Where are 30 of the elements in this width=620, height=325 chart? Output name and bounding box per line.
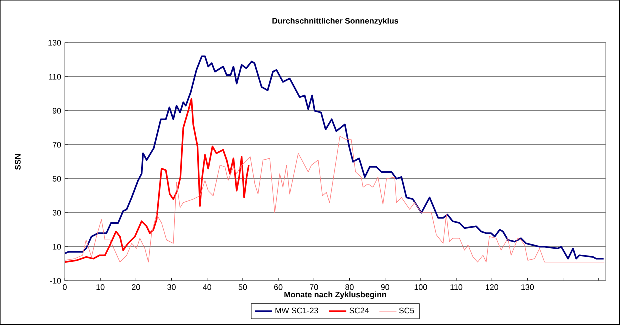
x-tick-label: 20 bbox=[132, 284, 140, 290]
legend-label: SC5 bbox=[399, 308, 414, 314]
x-tick-label: 60 bbox=[274, 284, 283, 290]
x-axis-title: Monate nach Zyklusbeginn bbox=[284, 292, 386, 300]
y-tick-label: 10 bbox=[53, 244, 62, 250]
x-tick-label: 0 bbox=[63, 284, 67, 290]
y-tick-label: 90 bbox=[52, 108, 62, 114]
x-tick-label: 100 bbox=[414, 284, 428, 290]
legend-label: MW SC1-23 bbox=[276, 308, 318, 314]
y-axis-title: SSN bbox=[15, 154, 21, 170]
x-tick-label: 10 bbox=[96, 284, 105, 290]
chart-title: Durchschnittlicher Sonnenzyklus bbox=[272, 18, 399, 26]
line-series bbox=[65, 56, 605, 260]
line-series bbox=[65, 98, 250, 264]
x-tick-label: 30 bbox=[168, 284, 176, 290]
x-tick-label: 90 bbox=[381, 284, 390, 290]
y-tick-label: 130 bbox=[48, 40, 62, 46]
x-tick-label: 120 bbox=[486, 284, 498, 290]
legend-label: SC24 bbox=[350, 308, 370, 314]
x-tick-label: 130 bbox=[522, 284, 534, 290]
y-tick-label: 50 bbox=[52, 176, 62, 182]
x-tick-label: 70 bbox=[310, 284, 318, 290]
y-tick-label: -10 bbox=[50, 278, 62, 284]
y-tick-label: 30 bbox=[52, 210, 62, 216]
y-tick-label: 70 bbox=[52, 142, 62, 148]
x-tick-label: 80 bbox=[346, 284, 354, 290]
x-tick-label: 110 bbox=[450, 284, 463, 290]
x-tick-label: 40 bbox=[203, 284, 212, 290]
x-tick-label: 50 bbox=[238, 284, 248, 290]
y-tick-label: 110 bbox=[49, 74, 62, 80]
